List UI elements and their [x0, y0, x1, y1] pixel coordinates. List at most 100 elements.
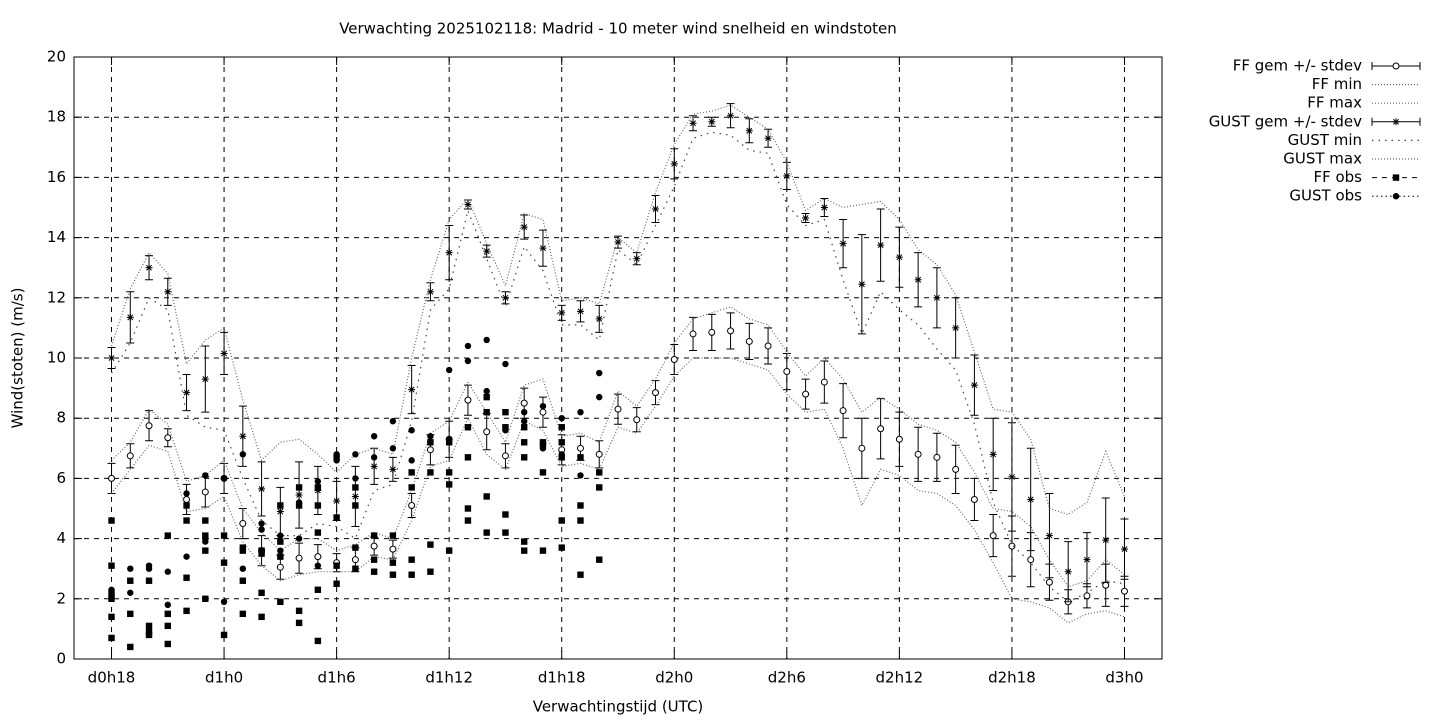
gust-mean-point: [108, 354, 116, 362]
ff-mean-point: [1027, 556, 1035, 564]
gust-obs-point: [164, 568, 171, 575]
gust-mean-point: [652, 205, 660, 213]
ff-mean-point: [989, 532, 997, 540]
ff-obs-point: [427, 469, 434, 476]
gust-mean-point: [952, 324, 960, 332]
ff-mean-point: [239, 520, 247, 528]
ff-obs-point: [577, 454, 584, 461]
gust-obs-point: [108, 592, 115, 599]
y-tick-label: 20: [47, 48, 66, 66]
gust-mean-point: [970, 381, 978, 389]
ff-obs-point: [314, 586, 322, 593]
ff-obs-point: [577, 517, 584, 524]
gust-mean-point: [895, 253, 903, 261]
y-tick-label: 10: [47, 349, 66, 367]
ff-obs-point: [521, 454, 528, 461]
ff-obs-point: [277, 598, 284, 606]
gust-mean-point: [783, 172, 791, 180]
x-tick-label: d1h18: [538, 669, 586, 687]
ff-obs-point: [202, 595, 209, 602]
gust-obs-point: [577, 472, 584, 479]
ff-mean-point: [126, 452, 134, 460]
gust-obs-point: [239, 451, 247, 458]
y-tick-label: 4: [56, 529, 66, 547]
ff-mean-point: [314, 553, 322, 561]
ff-obs-point: [108, 613, 115, 621]
gust-mean-point: [501, 294, 509, 302]
gust-obs-point: [202, 538, 209, 545]
legend-label: FF max: [1307, 94, 1362, 112]
ff-obs-point: [333, 562, 340, 569]
gust-obs-point: [502, 360, 509, 368]
ff-obs-point: [183, 502, 190, 509]
gust-obs-point: [333, 457, 340, 464]
gust-mean-point: [520, 223, 528, 231]
gust-mean-point: [445, 249, 453, 257]
ff-obs-point: [370, 556, 378, 563]
ff-mean-point: [952, 465, 960, 473]
gust-obs-point: [464, 342, 472, 350]
ff-mean-point: [595, 450, 603, 458]
gust-mean-point: [183, 389, 191, 397]
ff-obs-point: [352, 484, 359, 491]
chart-title: Verwachting 2025102118: Madrid - 10 mete…: [339, 20, 897, 38]
gust-obs-point: [445, 366, 453, 374]
gust-obs-point: [427, 433, 434, 440]
gust-obs-point: [577, 408, 584, 416]
ff-obs-point: [558, 517, 565, 524]
ff-mean-point: [1120, 587, 1128, 595]
legend-label: GUST obs: [1289, 187, 1362, 205]
ff-obs-point: [145, 631, 153, 639]
gust-obs-point: [220, 598, 228, 606]
legend-marker: [1392, 118, 1400, 126]
ff-mean-point: [164, 434, 172, 442]
gust-mean-point: [1008, 473, 1016, 481]
ff-obs-point: [352, 502, 359, 509]
gust-obs-point: [127, 589, 134, 596]
ff-mean-point: [895, 435, 903, 443]
gust-mean-point: [558, 309, 566, 317]
y-tick-label: 2: [56, 589, 66, 607]
gust-obs-point: [183, 553, 190, 560]
gust-obs-point: [389, 418, 397, 425]
ff-mean-point: [652, 389, 660, 397]
legend-marker: [1392, 62, 1400, 70]
ff-obs-point: [558, 424, 565, 431]
gust-mean-point: [670, 160, 678, 168]
ff-obs-point: [577, 571, 584, 578]
gust-mean-point: [858, 280, 866, 288]
legend-marker: [1392, 174, 1400, 181]
ff-mean-point: [501, 452, 509, 460]
gust-mean-point: [220, 349, 228, 357]
ff-mean-point: [933, 453, 941, 461]
gust-mean-point: [877, 241, 885, 249]
gust-mean-point: [933, 294, 941, 302]
ff-mean-point: [426, 446, 434, 454]
ff-obs-point: [258, 550, 265, 557]
ff-mean-point: [408, 501, 416, 509]
y-tick-label: 6: [56, 469, 66, 487]
gust-obs-point: [220, 475, 228, 482]
gust-obs-point: [258, 526, 265, 533]
gust-mean-point: [1120, 545, 1128, 553]
gust-obs-point: [596, 393, 603, 401]
ff-obs-point: [108, 517, 115, 524]
ff-obs-point: [277, 538, 284, 545]
ff-mean-point: [820, 378, 828, 386]
ff-obs-point: [502, 529, 509, 536]
ff-mean-point: [783, 368, 791, 376]
ff-mean-point: [839, 407, 847, 415]
ff-mean-point: [145, 422, 153, 430]
gust-mean-point: [201, 375, 209, 383]
y-axis-label: Wind(stoten) (m/s): [9, 288, 27, 429]
ff-mean-point: [802, 390, 810, 398]
gust-obs-point: [596, 369, 603, 377]
gust-mean-point: [333, 497, 341, 505]
gust-obs-point: [370, 433, 378, 440]
ff-obs-point: [145, 622, 153, 630]
x-tick-label: d3h0: [1105, 669, 1143, 687]
ff-mean-point: [970, 495, 978, 503]
gust-obs-point: [145, 565, 153, 572]
gust-obs-point: [277, 547, 284, 554]
